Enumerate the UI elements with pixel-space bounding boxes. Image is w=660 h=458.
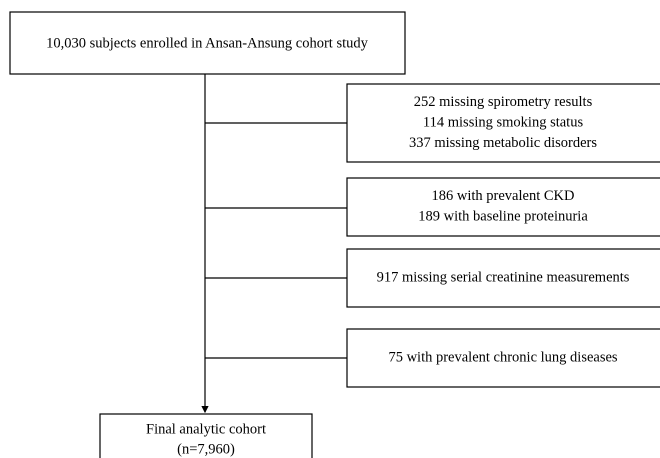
exclusion-box	[346, 177, 660, 237]
exclusion-box	[346, 328, 660, 388]
exclusion-text: 337 missing metabolic disorders	[409, 135, 597, 151]
exclusion-text: 189 with baseline proteinuria	[418, 209, 588, 225]
exclusion-text: 186 with prevalent CKD	[432, 188, 575, 204]
exclusion-text: 252 missing spirometry results	[414, 94, 593, 110]
exclusion-text: 75 with prevalent chronic lung diseases	[388, 349, 617, 365]
exclusion-text: 917 missing serial creatinine measuremen…	[377, 269, 630, 285]
final-text: Final analytic cohort	[146, 421, 266, 437]
start-box	[9, 11, 406, 75]
final-box	[99, 413, 313, 458]
final-text: (n=7,960)	[177, 441, 235, 457]
start-label: 10,030 subjects enrolled in Ansan-Ansung…	[46, 35, 369, 51]
exclusion-box	[346, 83, 660, 163]
exclusion-text: 114 missing smoking status	[423, 114, 584, 130]
exclusion-box	[346, 248, 660, 308]
